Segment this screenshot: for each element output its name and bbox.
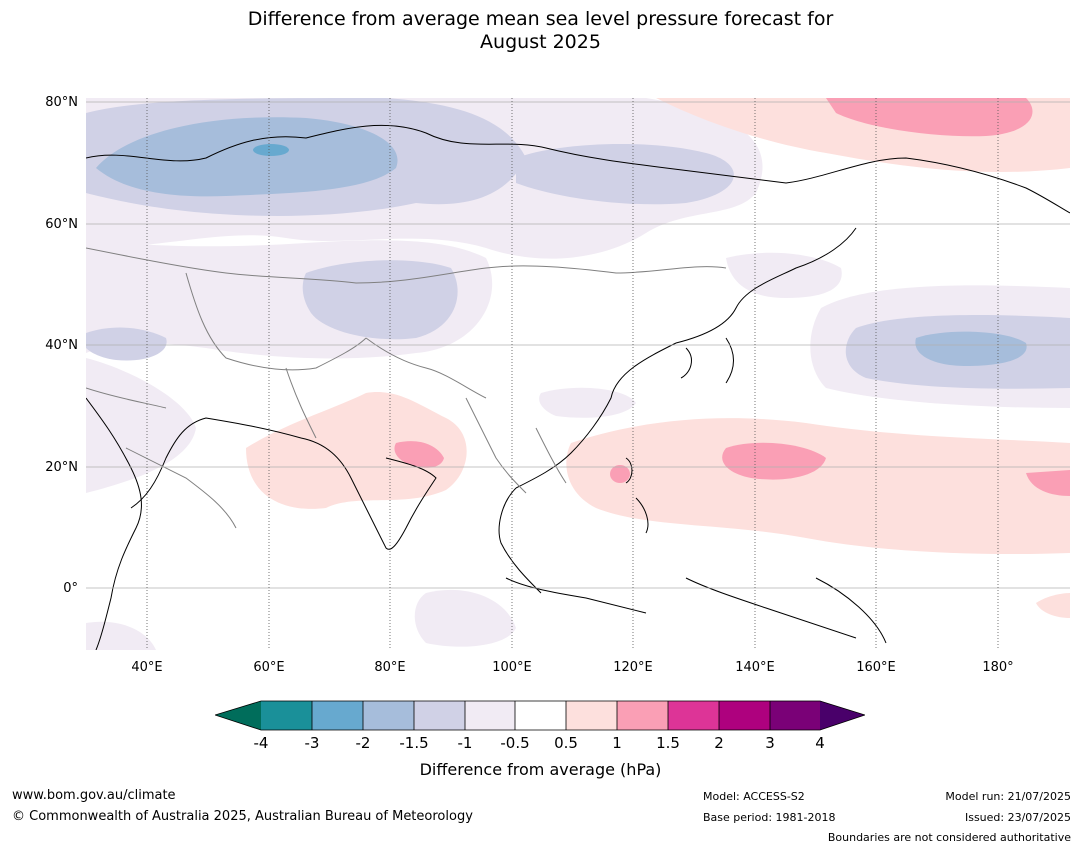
colorbar-tick: -0.5 bbox=[500, 734, 530, 752]
anomaly-pink-west-pacific bbox=[566, 418, 1070, 555]
issued-text: Issued: 23/07/2025 bbox=[964, 811, 1071, 824]
anomaly-lavender-kamchatka bbox=[726, 252, 842, 298]
colorbar bbox=[215, 700, 865, 731]
anomaly-blue-siberia bbox=[96, 117, 398, 197]
colorbar-bin bbox=[515, 701, 566, 730]
anomaly-lavender-east-africa bbox=[86, 621, 156, 650]
colorbar-bin bbox=[617, 701, 668, 730]
anomaly-rose-south-china-sea bbox=[610, 465, 630, 483]
country-borders bbox=[86, 247, 727, 529]
lat-label-80n: 80°N bbox=[45, 95, 78, 110]
colorbar-bin bbox=[770, 701, 820, 730]
colorbar-tick: -4 bbox=[253, 734, 269, 752]
lon-label-140e: 140°E bbox=[735, 660, 775, 675]
colorbar-tick: 1.5 bbox=[656, 734, 680, 752]
anomaly-rose-central-pacific bbox=[1026, 470, 1070, 496]
colorbar-tick: 3 bbox=[765, 734, 775, 752]
anomaly-light-purple-caspian bbox=[86, 327, 167, 361]
lon-label-60e: 60°E bbox=[253, 660, 285, 675]
map-title: Difference from average mean sea level p… bbox=[0, 8, 1081, 54]
map-panel bbox=[86, 98, 1070, 650]
colorbar-tick: 1 bbox=[612, 734, 622, 752]
colorbar-tick: 2 bbox=[714, 734, 724, 752]
anomaly-pink-india bbox=[246, 392, 467, 509]
colorbar-bin bbox=[312, 701, 363, 730]
disclaimer-text: Boundaries are not considered authoritat… bbox=[827, 831, 1071, 844]
lat-label-20n: 20°N bbox=[45, 460, 78, 475]
copyright-text: © Commonwealth of Australia 2025, Austra… bbox=[12, 809, 473, 824]
base-period-text: Base period: 1981-2018 bbox=[703, 811, 836, 824]
anomaly-blue-north-pacific bbox=[915, 331, 1027, 366]
website-link[interactable]: www.bom.gov.au/climate bbox=[12, 788, 176, 803]
colorbar-tick: -1.5 bbox=[399, 734, 429, 752]
anomaly-rose-arctic bbox=[826, 98, 1033, 137]
lon-label-180: 180° bbox=[982, 660, 1014, 675]
lon-label-40e: 40°E bbox=[131, 660, 163, 675]
map-canvas bbox=[86, 98, 1070, 650]
latitude-gridlines bbox=[86, 101, 1070, 589]
colorbar-tick: -1 bbox=[457, 734, 473, 752]
colorbar-bin bbox=[719, 701, 770, 730]
anomaly-lavender-arabia bbox=[86, 358, 196, 493]
lon-label-100e: 100°E bbox=[492, 660, 532, 675]
anomaly-blue-core bbox=[253, 144, 289, 156]
colorbar-bin bbox=[261, 701, 312, 730]
title-line-1: Difference from average mean sea level p… bbox=[247, 8, 834, 30]
anomaly-lavender-indonesia bbox=[414, 589, 516, 647]
lon-label-80e: 80°E bbox=[374, 660, 406, 675]
lon-label-160e: 160°E bbox=[856, 660, 896, 675]
coastlines bbox=[86, 124, 1070, 650]
colorbar-bin bbox=[566, 701, 617, 730]
anomaly-rose-west-pacific bbox=[722, 442, 826, 480]
colorbar-label: Difference from average (hPa) bbox=[419, 760, 662, 779]
colorbar-bin bbox=[414, 701, 465, 730]
anomaly-light-purple-central-asia bbox=[302, 260, 458, 340]
colorbar-bin bbox=[465, 701, 515, 730]
lon-label-120e: 120°E bbox=[613, 660, 653, 675]
colorbar-tick: 4 bbox=[815, 734, 825, 752]
model-text: Model: ACCESS-S2 bbox=[703, 790, 805, 803]
colorbar-tick: -2 bbox=[355, 734, 371, 752]
lat-label-40n: 40°N bbox=[45, 338, 78, 353]
colorbar-bin bbox=[363, 701, 414, 730]
anomaly-pink-south-pacific bbox=[1036, 593, 1070, 618]
lat-label-0: 0° bbox=[63, 581, 78, 596]
colorbar-tick: 0.5 bbox=[554, 734, 578, 752]
anomaly-light-purple-siberia-east bbox=[516, 143, 734, 205]
colorbar-tick: -3 bbox=[304, 734, 320, 752]
longitude-gridlines bbox=[146, 98, 999, 650]
colorbar-extend-low bbox=[215, 701, 261, 730]
model-run-text: Model run: 21/07/2025 bbox=[945, 790, 1071, 803]
title-line-2: August 2025 bbox=[480, 31, 601, 53]
anomaly-rose-bay-of-bengal bbox=[394, 441, 444, 468]
colorbar-extend-high bbox=[820, 701, 865, 730]
lat-label-60n: 60°N bbox=[45, 217, 78, 232]
colorbar-bin bbox=[668, 701, 719, 730]
